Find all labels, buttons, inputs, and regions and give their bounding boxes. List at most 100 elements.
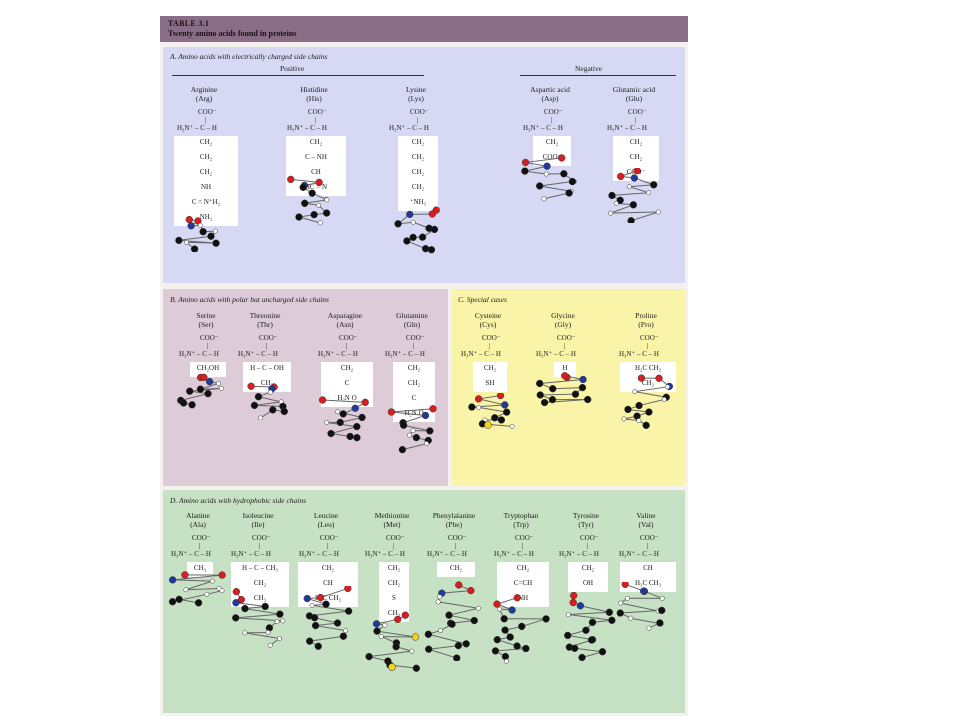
leucine-abbreviation: (Leu)	[317, 519, 335, 529]
arginine-side-chain-box	[174, 136, 238, 226]
phenylalanine-carboxylate: COO⁻	[448, 534, 467, 542]
threonine-abbreviation: (Thr)	[257, 319, 273, 329]
arginine-abbreviation: (Arg)	[195, 93, 213, 103]
glutamic-acid-carboxylate: COO⁻	[628, 108, 647, 116]
histidine-bond: |	[315, 116, 317, 124]
aspartic-acid-ball-stick-model	[521, 154, 577, 202]
methionine-bond: |	[393, 542, 395, 550]
glycine-backbone: H₃N⁺ – C – H	[536, 350, 576, 358]
threonine-carboxylate: COO⁻	[259, 334, 278, 342]
lysine-label: Lysine (Lys)	[376, 85, 456, 103]
cysteine-side-chain-box	[473, 362, 507, 392]
serine-side-chain-box	[190, 362, 226, 377]
group-positive-label: Positive	[280, 64, 305, 73]
glutamine-ball-stick-model	[387, 405, 437, 454]
proline-side-chain-group: CH₂	[641, 379, 655, 387]
glutamic-acid-side-chain-group: CH₂	[629, 138, 643, 146]
leucine-side-chain-group: H₃C CH₃	[314, 594, 342, 602]
leucine-side-chain-group: CH	[323, 579, 333, 587]
glycine-side-chain-group: H	[562, 364, 568, 372]
serine-name: Serine	[196, 311, 216, 320]
tyrosine-ball-stick-model	[564, 592, 616, 662]
valine-name: Valine	[636, 511, 656, 520]
glutamine-label: Glutamine (Gln)	[372, 311, 452, 329]
histidine-side-chain-group: CH₂	[309, 138, 323, 146]
isoleucine-side-chain-group: H – C – CH₃	[242, 564, 278, 572]
lysine-carboxylate: COO⁻	[410, 108, 429, 116]
phenylalanine-label: Phenylalanine (Phe)	[414, 511, 494, 529]
leucine-carboxylate: COO⁻	[320, 534, 339, 542]
glutamine-carboxylate: COO⁻	[406, 334, 425, 342]
glutamine-abbreviation: (Gln)	[403, 319, 421, 329]
asparagine-name: Asparagine	[327, 311, 363, 320]
cysteine-name: Cysteine	[474, 311, 502, 320]
cysteine-abbreviation: (Cys)	[479, 319, 497, 329]
proline-label: Proline (Pro)	[606, 311, 686, 329]
lysine-abbreviation: (Lys)	[408, 93, 424, 103]
alanine-name: Alanine	[186, 511, 210, 520]
threonine-label: Threonine (Thr)	[225, 311, 305, 329]
lysine-bond: |	[417, 116, 419, 124]
asparagine-carboxylate: COO⁻	[339, 334, 358, 342]
lysine-side-chain-group: ⁺NH₃	[409, 198, 427, 206]
alanine-label: Alanine (Ala)	[158, 511, 238, 529]
glutamic-acid-ball-stick-model	[608, 167, 661, 223]
methionine-abbreviation: (Met)	[383, 519, 401, 529]
cysteine-carboxylate: COO⁻	[482, 334, 501, 342]
leucine-name: Leucine	[313, 511, 339, 520]
methionine-side-chain-group: S	[392, 594, 396, 602]
aspartic-acid-name: Aspartic acid	[530, 85, 570, 94]
valine-abbreviation: (Val)	[638, 519, 654, 529]
tyrosine-bond: |	[587, 542, 589, 550]
glutamine-backbone: H₃N⁺ – C – H	[385, 350, 425, 358]
cysteine-ball-stick-model	[468, 393, 515, 429]
glycine-name: Glycine	[551, 311, 575, 320]
isoleucine-side-chain-group: CH₃	[253, 594, 267, 602]
proline-backbone: H₃N⁺ – C – H	[619, 350, 659, 358]
arginine-bond: |	[205, 116, 207, 124]
isoleucine-side-chain-group: CH₂	[253, 579, 267, 587]
tyrosine-carboxylate: COO⁻	[580, 534, 599, 542]
serine-ball-stick-model	[177, 373, 224, 409]
asparagine-side-chain-group: C	[344, 379, 350, 387]
glutamic-acid-name: Glutamic acid	[612, 85, 656, 94]
histidine-side-chain-group: CH	[311, 168, 321, 176]
methionine-side-chain-group: CH₃	[387, 609, 401, 617]
section-d-title: D. Amino acids with hydrophobic side cha…	[170, 496, 307, 505]
lysine-ball-stick-model	[394, 206, 440, 254]
alanine-backbone: H₃N⁺ – C – H	[171, 550, 211, 558]
tyrosine-abbreviation: (Tyr)	[578, 519, 594, 529]
asparagine-abbreviation: (Asn)	[336, 319, 354, 329]
aspartic-acid-abbreviation: (Asp)	[541, 93, 559, 103]
lysine-side-chain-group: CH₂	[411, 138, 425, 146]
glycine-bond: |	[564, 342, 566, 350]
cysteine-backbone: H₃N⁺ – C – H	[461, 350, 501, 358]
serine-backbone: H₃N⁺ – C – H	[179, 350, 219, 358]
glutamic-acid-backbone: H₃N⁺ – C – H	[607, 124, 647, 132]
aspartic-acid-side-chain-group: CH₂	[545, 138, 559, 146]
arginine-ball-stick-model	[175, 215, 220, 252]
glutamine-side-chain-group: CH₂	[407, 364, 421, 372]
glutamine-side-chain-box	[393, 362, 435, 422]
histidine-label: Histidine (His)	[274, 85, 354, 103]
histidine-side-chain-group: C – NH	[305, 153, 327, 161]
phenylalanine-ball-stick-model	[424, 581, 481, 661]
tryptophan-side-chain-group: C=CH	[513, 579, 533, 587]
glycine-abbreviation: (Gly)	[554, 319, 572, 329]
valine-bond: |	[647, 542, 649, 550]
serine-abbreviation: (Ser)	[198, 319, 214, 329]
isoleucine-name: Isoleucine	[242, 511, 274, 520]
tryptophan-label: Tryptophan (Trp)	[481, 511, 561, 529]
section-b-title: B. Amino acids with polar but uncharged …	[170, 295, 329, 304]
group-positive-rule	[172, 75, 424, 76]
glutamic-acid-side-chain-group: CH₂	[629, 153, 643, 161]
valine-side-chain-group: CH	[643, 564, 653, 572]
asparagine-side-chain-group: H₂N O	[337, 394, 357, 402]
arginine-side-chain-group: CH₂	[199, 138, 213, 146]
tryptophan-ball-stick-model	[491, 593, 550, 664]
phenylalanine-abbreviation: (Phe)	[445, 519, 463, 529]
valine-ball-stick-model	[616, 582, 666, 631]
tryptophan-side-chain-group: NH	[517, 594, 529, 602]
threonine-backbone: H₃N⁺ – C – H	[238, 350, 278, 358]
tryptophan-carboxylate: COO⁻	[515, 534, 534, 542]
